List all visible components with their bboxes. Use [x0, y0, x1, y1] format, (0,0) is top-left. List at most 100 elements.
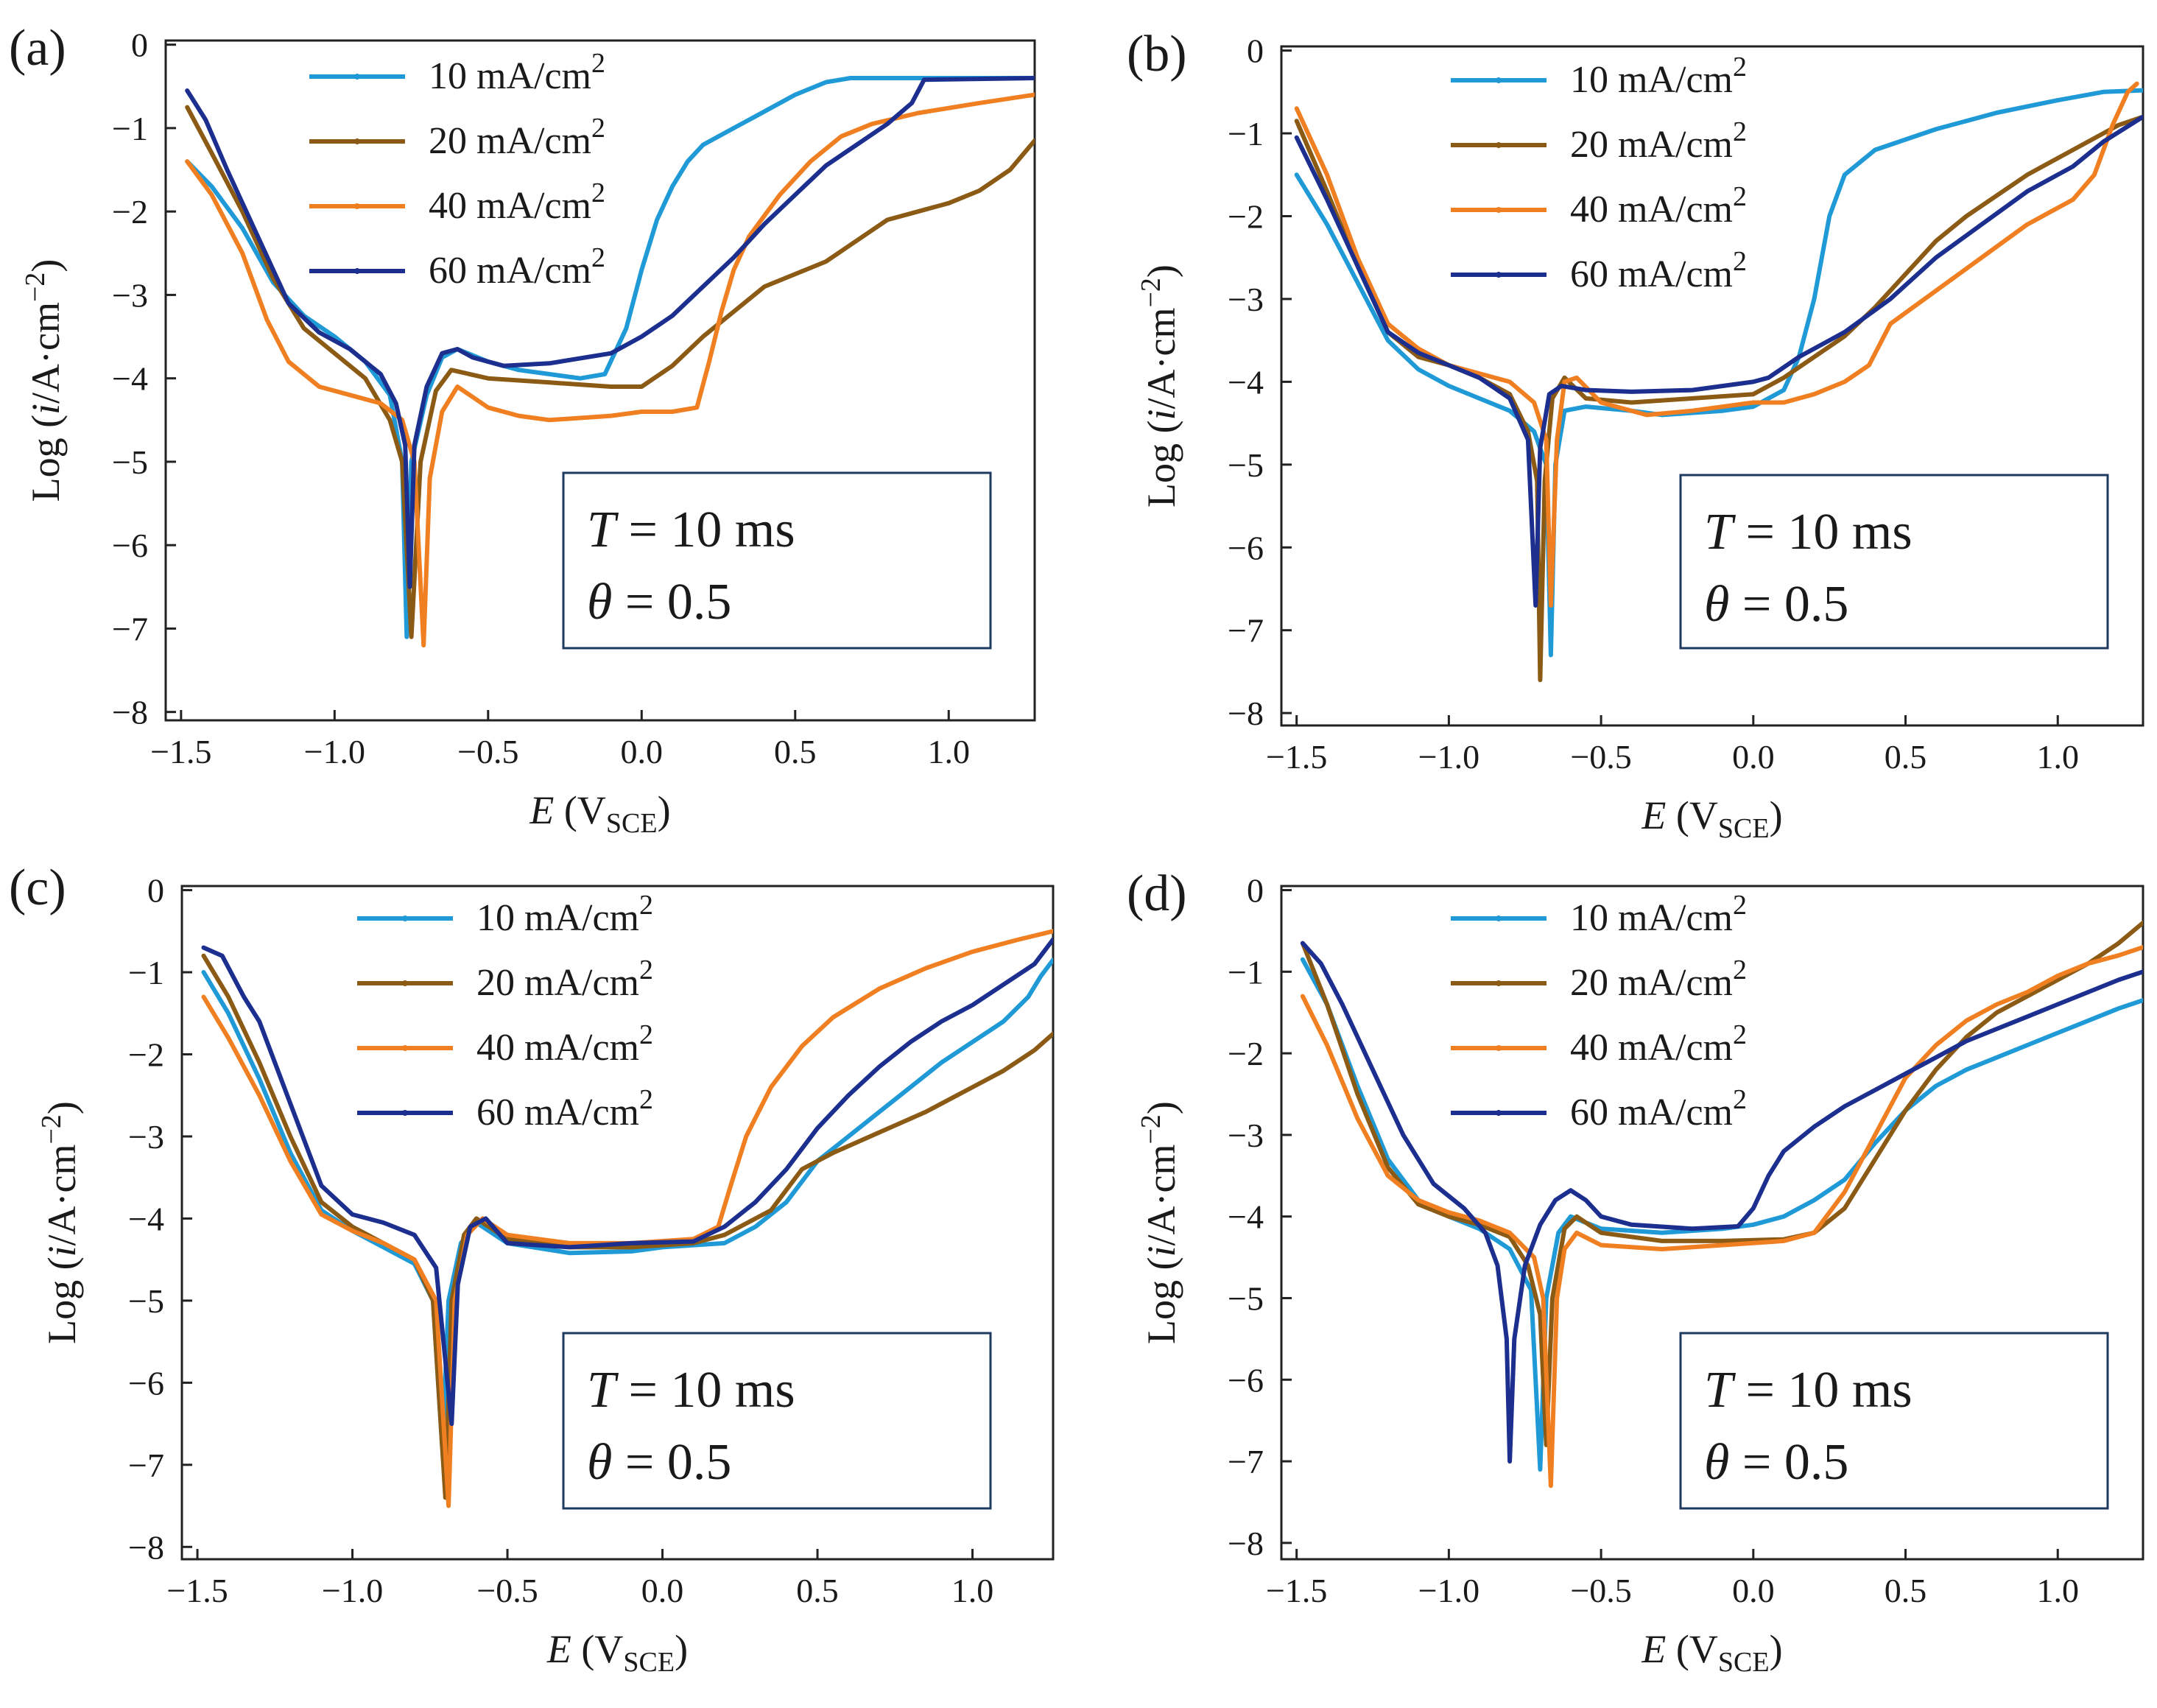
legend-exponent: 2 [639, 890, 653, 921]
annotation-value-theta: = 0.5 [1729, 576, 1848, 633]
y-axis-symbol: i [1139, 1245, 1183, 1257]
panel-b: −1.5 −1.0 −0.5 0.0 0.5 1.0 0 −1 −2 −3 −4 −5 −6 −7 −8 E … [1127, 26, 2144, 844]
x-axis-title: E (VSCE) [546, 1627, 688, 1678]
series-line-20mA [185, 105, 1035, 639]
series-line-20mA [1300, 920, 2143, 1447]
x-tick-label: −1.0 [322, 1572, 383, 1609]
panel-label: (a) [9, 20, 66, 77]
annotation-box [1679, 474, 2109, 650]
y-axis-prefix: Log ( [1139, 1257, 1183, 1343]
y-tick-label: −8 [128, 1528, 164, 1566]
legend-exponent: 2 [1733, 246, 1747, 277]
x-tick-label: 0.0 [621, 733, 664, 770]
annotation-line2: θ = 0.5 [1704, 576, 1848, 633]
y-axis-title: Log (i/A·cm−2) [20, 259, 68, 502]
y-tick-label: −3 [112, 276, 148, 314]
legend-label: 40 mA/cm2 [476, 1019, 653, 1069]
y-tick-label: −6 [112, 527, 148, 564]
x-axis-unit: (V [1666, 793, 1717, 837]
legend-name: 20 mA/cm [1570, 962, 1733, 1004]
legend-name: 40 mA/cm [429, 185, 591, 227]
x-tick-label: 0.5 [774, 733, 817, 770]
x-tick-label: −1.0 [1418, 1572, 1479, 1609]
annotation-value-T: = 10 ms [616, 1362, 795, 1419]
annotation-symbol-T: T [587, 1362, 619, 1419]
y-axis-title: Log (i/A·cm−2) [1136, 1101, 1183, 1344]
x-axis-unit: (V [571, 1627, 623, 1671]
plot-frame [164, 39, 1036, 722]
annotation-value-T: = 10 ms [616, 502, 795, 558]
y-tick-label: −5 [112, 443, 148, 481]
annotation-value-T: = 10 ms [1733, 1362, 1913, 1419]
x-axis-title: E (VSCE) [529, 788, 670, 839]
annotation-symbol-theta: θ [587, 574, 612, 630]
y-tick-label: −6 [128, 1364, 164, 1402]
y-tick-label: −7 [128, 1447, 164, 1484]
legend-exponent: 2 [639, 955, 653, 985]
legend-marker [402, 980, 408, 986]
legend-marker [354, 203, 360, 209]
x-axis-symbol: E [529, 788, 554, 832]
x-axis-symbol: E [546, 1627, 571, 1671]
y-axis-suffix: ) [1139, 264, 1183, 278]
x-tick-label: 1.0 [951, 1572, 994, 1609]
legend-exponent: 2 [1733, 52, 1747, 82]
legend-label: 10 mA/cm2 [1570, 890, 1747, 939]
legend-label: 60 mA/cm2 [429, 242, 605, 292]
y-axis-exponent: −2 [1136, 278, 1167, 307]
y-axis-symbol: i [1139, 409, 1183, 420]
annotation-value-theta: = 0.5 [1729, 1434, 1848, 1491]
y-tick-label: −4 [112, 360, 148, 398]
y-axis-exponent: −2 [36, 1114, 67, 1144]
x-axis-close: ) [1770, 1627, 1783, 1671]
annotation-value-T: = 10 ms [1733, 504, 1913, 560]
annotation-box [562, 471, 992, 650]
y-tick-label: −1 [1228, 953, 1264, 991]
y-tick-label: −1 [128, 954, 164, 991]
legend-label: 60 mA/cm2 [476, 1084, 653, 1134]
legend-label: 10 mA/cm2 [429, 48, 605, 97]
x-tick-label: −1.0 [1418, 738, 1479, 776]
legend-label: 60 mA/cm2 [1570, 1084, 1747, 1134]
y-axis-unit: /A·cm [1139, 307, 1183, 409]
legend-label: 40 mA/cm2 [1570, 1019, 1747, 1069]
legend-marker [1496, 77, 1502, 83]
x-tick-label: −1.5 [1266, 1572, 1327, 1609]
x-axis-title: E (VSCE) [1641, 1627, 1782, 1678]
y-tick-label: −2 [112, 193, 148, 231]
legend-exponent: 2 [639, 1084, 653, 1115]
annotation-value-theta: = 0.5 [612, 1434, 731, 1491]
annotation-symbol-T: T [1704, 504, 1736, 560]
x-tick-label: −0.5 [457, 733, 518, 770]
series-line-40mA [185, 92, 1035, 648]
legend-marker [354, 74, 360, 80]
y-axis-prefix: Log ( [40, 1257, 84, 1343]
x-axis-unit: (V [554, 788, 605, 832]
y-axis-suffix: ) [1139, 1101, 1183, 1114]
series-group [1300, 920, 2143, 1489]
x-axis-symbol: E [1641, 793, 1666, 837]
y-tick-label: −1 [112, 110, 148, 147]
y-tick-label: −2 [128, 1036, 164, 1074]
series-line-60mA [1300, 941, 2143, 1464]
legend-exponent: 2 [591, 113, 605, 144]
legend-marker [1496, 1045, 1502, 1051]
plot-frame [1280, 45, 2144, 727]
legend-exponent: 2 [1733, 955, 1747, 985]
x-axis-close: ) [675, 1627, 688, 1671]
y-tick-label: −5 [1228, 446, 1264, 484]
legend-name: 10 mA/cm [476, 897, 639, 939]
y-tick-label: −1 [1228, 115, 1264, 152]
x-tick-label: −1.5 [150, 733, 211, 770]
annotation-symbol-theta: θ [1704, 1434, 1729, 1491]
legend-name: 40 mA/cm [476, 1027, 639, 1069]
legend-exponent: 2 [639, 1019, 653, 1050]
y-tick-label: −8 [1228, 695, 1264, 732]
annotation-symbol-theta: θ [587, 1434, 612, 1491]
x-tick-label: 0.0 [1732, 1572, 1775, 1609]
y-tick-label: 0 [147, 872, 164, 910]
x-tick-label: 0.5 [1885, 738, 1927, 776]
panel-label: (c) [9, 860, 66, 916]
x-axis-subscript: SCE [606, 808, 658, 839]
y-tick-label: −6 [1228, 529, 1264, 566]
